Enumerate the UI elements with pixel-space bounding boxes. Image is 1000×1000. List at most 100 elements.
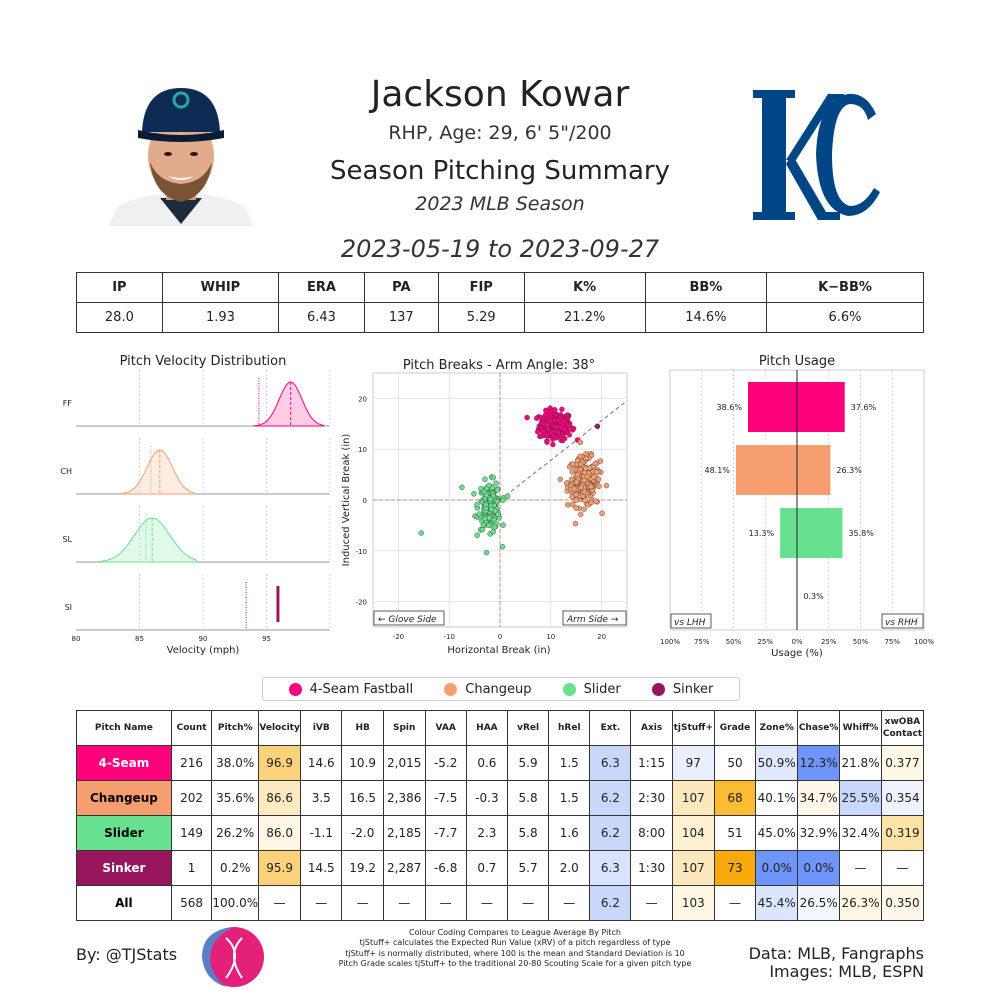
break-point [572,520,579,527]
pitch-table-header: Pitch Name [76,710,172,746]
pitch-table-header: HAA [465,710,509,746]
break-point [495,511,501,518]
pitch-table-cell: 51 [713,815,757,851]
pitch-table-cell: 68 [713,780,757,816]
pitch-table-cell: 96.9 [258,745,302,781]
break-point [490,528,496,535]
break-point [485,522,492,529]
stat-header: BB% [644,272,767,303]
break-point [599,510,605,517]
break-ytick-label: -10 [356,548,367,556]
pitch-table-cell: — [341,885,384,921]
pitch-table-cell: 86.6 [258,780,302,816]
pitch-table-header: HB [341,710,384,746]
break-point [596,483,602,490]
pitch-table-cell: 1.5 [548,745,591,781]
pitch-table-cell: 0.0% [797,850,841,886]
velocity-row-label: SL [62,535,72,544]
pitch-table-cell: 568 [170,885,213,921]
legend-marker [444,682,458,696]
usage-data-label: 26.3% [836,466,862,475]
player-bio: RHP, Age: 29, 6' 5"/200 [388,122,612,144]
stat-header: K−BB% [765,272,925,303]
stat-header: WHIP [161,272,280,303]
stat-value: 137 [363,302,439,333]
pitch-table-cell: 26.3% [839,885,882,921]
legend-label: Slider [583,681,621,697]
velocity-density-CH [119,449,195,495]
stat-value: 21.2% [523,302,646,333]
pitch-table-cell: 8:00 [630,815,673,851]
pitch-table-cell: 0.354 [880,780,925,816]
break-point [544,439,550,445]
break-point [483,549,490,556]
pitch-table-header: Ext. [589,710,632,746]
pitch-table-cell: 2,287 [382,850,426,886]
pitch-table-cell: — [382,885,426,921]
break-chart-xlabel: Horizontal Break (in) [447,645,550,656]
usage-tick-label: 25% [821,638,837,646]
velocity-tick-label: 80 [72,635,81,643]
break-point [550,441,556,448]
velocity-chart-xlabel: Velocity (mph) [167,645,240,656]
break-point [474,532,480,539]
break-point [582,497,588,503]
break-point [493,480,499,486]
stat-value: 5.29 [437,302,525,333]
break-point [494,498,501,505]
pitch-table-cell: 5.8 [507,780,550,816]
break-point [418,530,424,536]
usage-tick-label: 25% [757,638,773,646]
data-source-line: Data: MLB, Fangraphs [748,944,924,963]
break-xtick-label: 10 [546,633,555,641]
pitch-table-header: Count [170,710,213,746]
usage-tick-label: 50% [726,638,742,646]
velocity-row-label: FF [63,399,73,408]
pitch-table-header: VAA [424,710,467,746]
pitch-table-cell: 1.6 [548,815,591,851]
pitch-table-cell: 149 [170,815,213,851]
break-point [581,506,587,512]
break-point [557,476,564,483]
pitch-table-cell: — [880,850,925,886]
stats-value-row: 28.0 1.93 6.43 137 5.29 21.2% 14.6% 6.6% [76,302,925,333]
break-point [569,469,576,475]
break-xtick-label: 20 [597,633,606,641]
date-range: 2023-05-19 to 2023-09-27 [340,235,660,263]
byline: By: @TJStats [76,945,178,964]
vs-rhh-label: vs RHH [881,613,924,629]
break-point [545,421,551,428]
pitch-table-header: Axis [630,710,673,746]
break-point [471,491,477,497]
break-point [559,406,565,413]
pitch-name-cell: All [76,885,172,921]
pitch-table-cell: 0.350 [880,885,925,921]
usage-bar-rhh [797,382,845,432]
stat-header: PA [363,272,439,303]
pitch-table-cell: 35.6% [211,780,260,816]
pitch-table-cell: 0.319 [880,815,925,851]
pitch-table-cell: 1:30 [630,850,673,886]
break-point [561,418,567,424]
break-point [474,501,480,508]
stats-header-row: IP WHIP ERA PA FIP K% BB% K−BB% [76,272,925,303]
pitch-table-row: 4-Seam 216 38.0% 96.9 14.6 10.9 2,015 -5.2 0.6 5.… [76,745,925,781]
break-point [549,429,556,436]
pitch-table-cell: 19.2 [341,850,384,886]
break-point [593,498,599,504]
pitch-table-cell: — [548,885,591,921]
arm-angle-line [499,400,628,501]
break-point [558,434,564,440]
break-point [555,429,561,436]
pitch-table-cell: 2,185 [382,815,426,851]
pitch-table-cell: 50.9% [755,745,799,781]
pitch-name-cell: Sinker [76,850,172,886]
usage-bar-rhh [797,445,831,495]
stat-header: FIP [437,272,525,303]
legend-marker [562,682,576,696]
pitch-usage-chart: Pitch Usage Usage (%) 100% 75% 50% 25% 0% 25%… [660,354,934,659]
stat-header: K% [523,272,646,303]
velocity-tick-label: 95 [262,635,271,643]
tjstats-logo [202,927,264,987]
pitch-table-cell: 97 [671,745,715,781]
